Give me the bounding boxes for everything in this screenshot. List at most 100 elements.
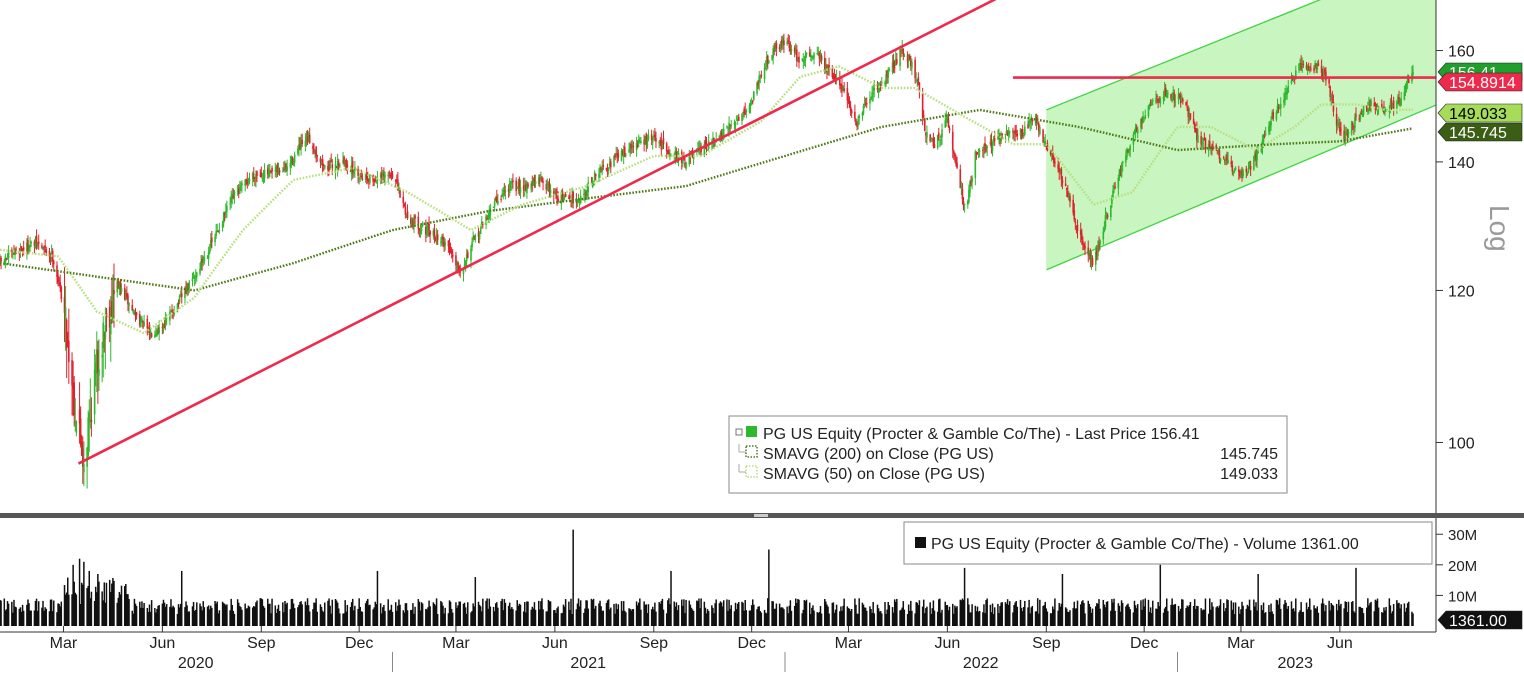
candle-body <box>80 441 83 456</box>
candle-body <box>1336 122 1339 127</box>
candle-body <box>236 190 239 192</box>
candle-body <box>211 237 213 243</box>
x-tick-label: Sep <box>247 635 276 652</box>
candle-body <box>850 110 853 114</box>
candle-body <box>789 48 792 51</box>
volume-bar <box>541 598 543 626</box>
volume-bar <box>18 608 21 626</box>
volume-bar <box>146 607 149 626</box>
volume-bar <box>863 607 866 626</box>
volume-bar <box>1412 613 1414 626</box>
candle-body <box>545 184 548 190</box>
volume-bar <box>1389 605 1392 626</box>
volume-bar <box>1120 600 1123 626</box>
candle-body <box>1029 120 1031 124</box>
candle-body <box>542 181 544 183</box>
volume-bar <box>1021 611 1024 626</box>
candle-body <box>1186 106 1188 109</box>
candle-body <box>314 149 316 152</box>
candle-body <box>1204 138 1207 149</box>
volume-bar <box>616 609 618 626</box>
volume-bar <box>104 602 107 626</box>
legend-label: SMAVG (50) on Close (PG US) <box>763 466 985 483</box>
candle-body <box>1054 162 1056 164</box>
candle-body <box>218 230 221 232</box>
candle-body <box>554 192 556 196</box>
volume-bar <box>411 609 413 626</box>
candle-body <box>918 82 921 91</box>
candle-body <box>1261 140 1264 148</box>
volume-bar <box>610 607 612 626</box>
x-tick-label: Mar <box>835 635 863 652</box>
volume-bar <box>344 600 346 626</box>
candle-body <box>132 310 135 314</box>
candle-body <box>223 213 226 215</box>
volume-bar <box>632 609 635 626</box>
candle-body <box>778 46 781 49</box>
volume-bar <box>271 598 273 626</box>
volume-bar <box>7 603 10 626</box>
volume-bar <box>861 602 864 626</box>
candle-body <box>30 242 32 244</box>
volume-bar <box>397 605 399 626</box>
volume-bar <box>797 599 799 626</box>
candle-body <box>1067 191 1069 198</box>
volume-bar <box>743 610 745 626</box>
candle-body <box>688 156 691 165</box>
volume-bar <box>1222 603 1225 626</box>
candle-body <box>248 179 251 182</box>
volume-bar <box>850 609 853 626</box>
candle-body <box>299 143 301 150</box>
candle-body <box>215 231 217 237</box>
candle-body <box>1272 111 1275 119</box>
volume-bar <box>1226 599 1228 626</box>
candle-body <box>335 166 338 168</box>
legend-collapse-toggle <box>735 428 743 436</box>
volume-bar <box>1204 598 1207 626</box>
candle-body <box>1351 123 1354 126</box>
volume-bar <box>414 606 416 626</box>
volume-bar <box>1149 607 1152 626</box>
volume-bar <box>193 610 196 626</box>
volume-bar <box>282 602 284 626</box>
candle-body <box>511 182 513 184</box>
candle-body <box>1310 68 1312 70</box>
candle-body <box>1036 122 1039 125</box>
candle-body <box>176 303 179 313</box>
volume-bar <box>1203 609 1206 626</box>
candle-body <box>546 184 549 189</box>
volume-bar <box>787 613 789 626</box>
volume-bar <box>105 582 108 626</box>
candle-body <box>170 310 172 314</box>
volume-bar <box>554 609 556 626</box>
volume-bar <box>428 600 430 626</box>
candle-body <box>621 150 624 155</box>
volume-bar <box>320 606 323 626</box>
volume-bar <box>230 598 232 626</box>
candle-body <box>1201 142 1204 144</box>
candle-body <box>191 277 194 282</box>
volume-bar <box>1320 603 1323 626</box>
volume-bar <box>328 598 330 626</box>
candle-body <box>435 234 438 244</box>
volume-bar <box>1069 610 1071 626</box>
candle-body <box>507 188 510 192</box>
volume-bar <box>569 609 571 626</box>
legend-swatch-last-price <box>746 426 757 437</box>
candle-body <box>1090 256 1093 263</box>
volume-bar <box>1248 599 1251 626</box>
volume-bar <box>917 605 920 626</box>
volume-bar <box>993 607 996 626</box>
candle-body <box>404 206 407 215</box>
candle-body <box>372 175 374 182</box>
candle-body <box>843 88 845 91</box>
candle-body <box>1132 134 1135 145</box>
candle-body <box>185 287 187 294</box>
candle-body <box>846 88 849 101</box>
volume-bar <box>111 583 113 626</box>
candle-body <box>203 256 206 262</box>
candle-body <box>116 281 119 293</box>
volume-bar <box>854 598 856 626</box>
volume-bar <box>748 610 751 626</box>
volume-bar <box>1335 603 1338 626</box>
